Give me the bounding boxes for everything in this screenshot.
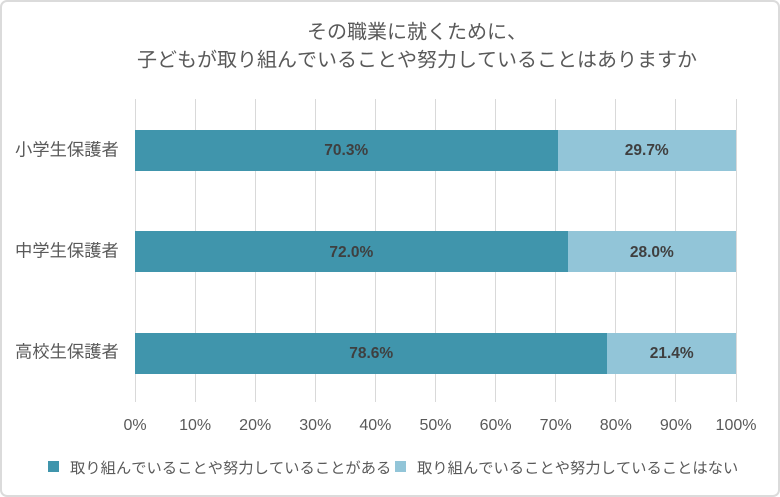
legend-swatch-1 [395, 460, 407, 472]
category-label-0: 小学生保護者 [15, 136, 119, 162]
value-label: 29.7% [624, 142, 669, 160]
x-tick-0: 0% [123, 417, 147, 435]
x-tick-10: 100% [715, 417, 757, 435]
value-label: 21.4% [649, 345, 694, 363]
category-label-2: 高校生保護者 [15, 338, 119, 364]
bar-row2-series1: 21.4% [607, 332, 736, 374]
legend-swatch-0 [48, 460, 59, 472]
x-tick-1: 10% [179, 417, 212, 435]
x-tick-7: 70% [539, 417, 572, 435]
bar-row0-series1: 29.7% [557, 129, 736, 171]
x-tick-9: 90% [659, 417, 692, 435]
x-tick-4: 40% [359, 417, 392, 435]
chart-legend: 取り組んでいることや努力していることがある 取り組んでいることや努力していること… [48, 455, 739, 478]
value-label: 28.0% [629, 243, 674, 261]
bar-row1-series1: 28.0% [567, 231, 736, 272]
bar-row2-series0: 78.6% [135, 332, 608, 374]
legend-item-1: 取り組んでいることや努力していることはない [395, 455, 738, 478]
category-label-1: 中学生保護者 [15, 237, 119, 263]
x-tick-5: 50% [419, 417, 452, 435]
x-tick-8: 80% [599, 417, 632, 435]
legend-label-0: 取り組んでいることや努力していることがある [70, 456, 391, 479]
bar-row0-series0: 70.3% [135, 129, 558, 171]
legend-label-1: 取り組んでいることや努力していることはない [417, 456, 738, 479]
legend-item-0: 取り組んでいることや努力していることがある [48, 455, 391, 478]
x-tick-2: 20% [239, 417, 272, 435]
value-label: 78.6% [349, 345, 394, 363]
bar-row1-series0: 72.0% [135, 231, 568, 272]
x-tick-6: 60% [479, 417, 512, 435]
x-tick-3: 30% [299, 417, 332, 435]
value-label: 72.0% [329, 243, 374, 261]
value-label: 70.3% [324, 142, 369, 160]
gridline [735, 99, 737, 402]
